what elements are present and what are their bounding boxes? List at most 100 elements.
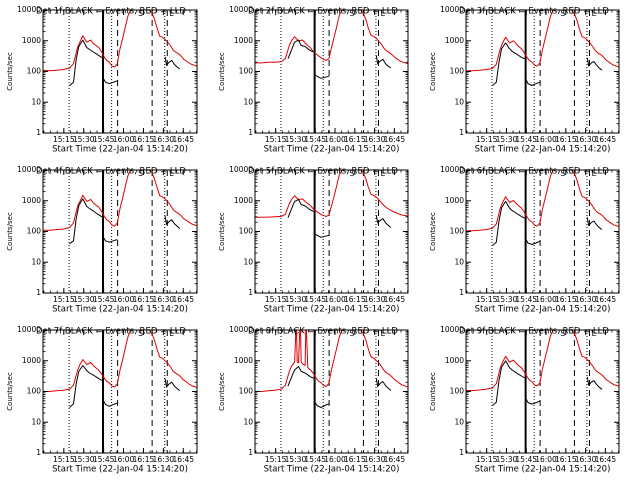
panel-9-title: Det 9f BLACK = Events, RED = LLD <box>459 327 609 337</box>
panel-2-xtick-label-7: 16:45 <box>384 135 406 144</box>
panel-7-lld-series-4 <box>43 330 197 392</box>
panel-5-xtick-label-1: 15:15 <box>265 295 287 304</box>
panel-3-ytick-label-1: 1 <box>459 128 464 137</box>
panel-3-frame <box>465 9 620 134</box>
panel-1-xtick-label-4: 16:00 <box>113 135 135 144</box>
panel-9-xtick-label-6: 16:30 <box>575 455 597 464</box>
panel-5-frame <box>254 169 409 294</box>
panel-6-lld-series-4 <box>466 170 619 232</box>
panel-4-ytick-label-4: 1000 <box>22 196 41 205</box>
panel-3-xtick-label-2: 15:30 <box>496 135 518 144</box>
panel-7-xtick-label-4: 16:00 <box>113 455 135 464</box>
panel-6-xtick-label-4: 16:00 <box>535 295 557 304</box>
panel-9-ytick-label-5: 10000 <box>440 325 464 334</box>
panel-7-events-series-3 <box>164 378 181 392</box>
panel-4-xtick-label-6: 16:30 <box>153 295 175 304</box>
panel-6-ylabel: Counts/sec <box>429 212 437 251</box>
panel-9-events-series-2 <box>525 398 541 405</box>
panel-2-xtick-label-4: 16:00 <box>324 135 346 144</box>
panel-5-annotation-2: E <box>381 169 386 178</box>
panel-7-events-series-1 <box>69 365 103 408</box>
panel-5-xtick-label-6: 16:30 <box>364 295 386 304</box>
panel-6-xtick-label-6: 16:30 <box>575 295 597 304</box>
panel-3-annotation-2: E <box>592 9 597 18</box>
panel-9-ytick-label-4: 1000 <box>445 356 464 365</box>
panel-4-xtick-label-3: 15:45 <box>93 295 115 304</box>
panel-6-annotation-1: S <box>561 169 566 178</box>
panel-9-xtick-label-7: 16:45 <box>595 455 617 464</box>
panel-9-xtick-label-2: 15:30 <box>496 455 518 464</box>
panel-3-title: Det 3f BLACK = Events, RED = LLD <box>459 7 609 17</box>
panel-3-xtick-label-6: 16:30 <box>575 135 597 144</box>
panel-5-annotation-1: S <box>350 169 355 178</box>
panel-1-ytick-label-4: 1000 <box>22 36 41 45</box>
panel-4-frame <box>42 169 198 294</box>
panel-2-xtick-label-1: 15:15 <box>265 135 287 144</box>
panel-7-ytick-label-1: 1 <box>36 448 41 457</box>
panel-5-xlabel: Start Time (22-Jan-04 15:14:20) <box>264 305 400 315</box>
panel-1-ylabel: Counts/sec <box>6 52 14 91</box>
panel-6-events-series-2 <box>525 239 541 245</box>
panel-4-annotation-2: E <box>169 169 174 178</box>
panel-8-ytick-label-2: 10 <box>243 417 253 426</box>
panel-7-xtick-label-6: 16:30 <box>153 455 175 464</box>
panel-1-ytick-label-2: 10 <box>31 97 41 106</box>
panel-9-lld-series-4 <box>466 330 619 391</box>
panel-9-annotation-2: E <box>592 329 597 338</box>
panel-9-events-series-1 <box>492 360 525 406</box>
panel-3-events-series-2 <box>525 79 541 86</box>
panel-4-lld-series-4 <box>43 170 197 231</box>
panel-2-events-series-1 <box>287 39 314 59</box>
panel-7-xlabel: Start Time (22-Jan-04 15:14:20) <box>52 465 188 475</box>
panel-8-ytick-label-4: 1000 <box>234 356 253 365</box>
panel-1-xtick-label-5: 16:15 <box>133 135 155 144</box>
panel-8-xtick-label-3: 15:45 <box>304 455 326 464</box>
panel-7-xtick-label-5: 16:15 <box>133 455 155 464</box>
panel-5-ytick-label-1: 1 <box>248 288 253 297</box>
panel-5-events-series-1 <box>287 199 314 218</box>
panel-2-lld-series-4 <box>255 10 408 65</box>
panel-2-annotation-1: S <box>350 9 355 18</box>
panel-5-xtick-label-5: 16:15 <box>344 295 366 304</box>
panel-2-events-series-2 <box>314 74 330 79</box>
panel-1-title: Det 1f BLACK = Events, RED = LLD <box>36 7 186 17</box>
panel-7-ytick-label-4: 1000 <box>22 356 41 365</box>
panel-8-xtick-label-6: 16:30 <box>364 455 386 464</box>
panel-8-events-series-1 <box>287 366 314 387</box>
panel-4-events-series-3 <box>164 215 181 229</box>
panel-8-xtick-label-7: 16:45 <box>384 455 406 464</box>
panel-3-xtick-label-4: 16:00 <box>535 135 557 144</box>
panel-6-xtick-label-1: 15:15 <box>476 295 498 304</box>
panel-9-events-series-3 <box>586 376 603 390</box>
panel-3-lld-series-4 <box>466 10 619 72</box>
panel-6-ytick-label-2: 10 <box>454 257 464 266</box>
panel-4-ytick-label-2: 10 <box>31 257 41 266</box>
panel-2-ytick-label-4: 1000 <box>234 36 253 45</box>
panel-2-ytick-label-1: 1 <box>248 128 253 137</box>
panel-2-xlabel: Start Time (22-Jan-04 15:14:20) <box>264 145 400 155</box>
panel-4-xtick-label-1: 15:15 <box>53 295 75 304</box>
panel-5-ylabel: Counts/sec <box>218 212 226 251</box>
panel-2-ytick-label-5: 10000 <box>229 5 253 14</box>
panel-7-events-series-2 <box>102 400 118 407</box>
panel-9-xtick-label-5: 16:15 <box>555 455 577 464</box>
panel-4-ylabel: Counts/sec <box>6 212 14 251</box>
panel-4-ytick-label-5: 10000 <box>17 165 41 174</box>
panel-6-annotation-2: E <box>592 169 597 178</box>
panel-1-xlabel: Start Time (22-Jan-04 15:14:20) <box>52 145 188 155</box>
panel-8-xtick-label-2: 15:30 <box>285 455 307 464</box>
panel-7-annotation-1: S <box>138 329 143 338</box>
panel-2-xtick-label-3: 15:45 <box>304 135 326 144</box>
panel-3-ylabel: Counts/sec <box>429 52 437 91</box>
panel-1-xtick-label-2: 15:30 <box>73 135 95 144</box>
panel-3-xtick-label-5: 16:15 <box>555 135 577 144</box>
panel-6-xtick-label-7: 16:45 <box>595 295 617 304</box>
panel-9-xtick-label-3: 15:45 <box>515 455 537 464</box>
panel-8-ytick-label-3: 100 <box>239 387 254 396</box>
panel-9-xlabel: Start Time (22-Jan-04 15:14:20) <box>475 465 611 475</box>
